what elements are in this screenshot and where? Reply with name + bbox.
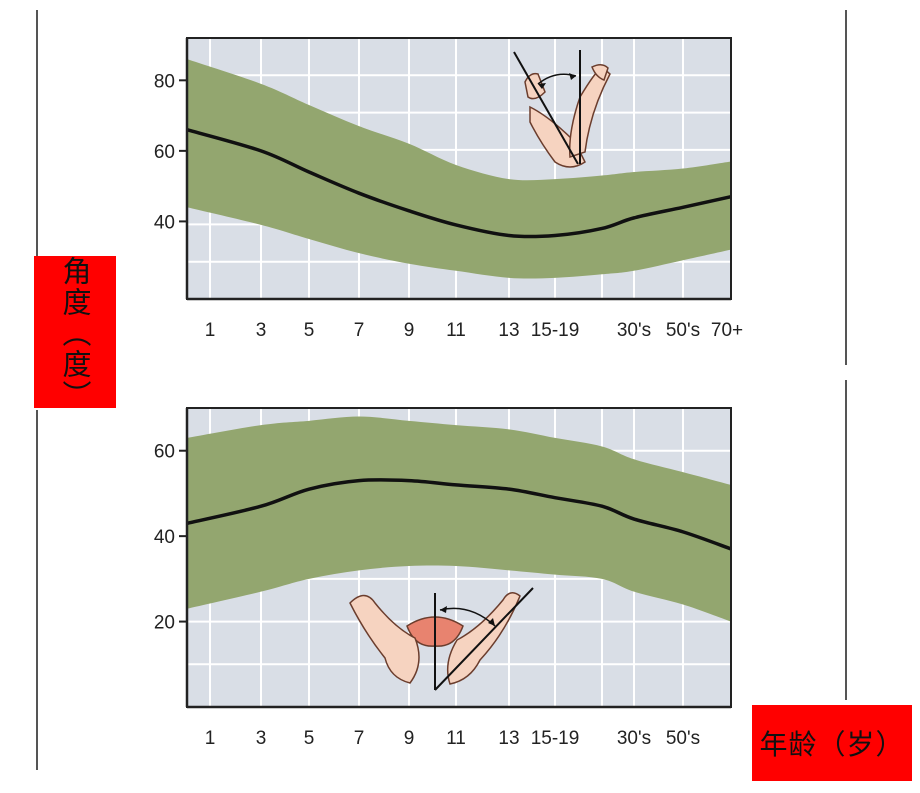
x-axis-label: 年龄（岁） <box>752 705 912 781</box>
mean-line <box>186 478 732 551</box>
x-tick-label: 50's <box>666 320 700 341</box>
plot-frame <box>186 37 732 300</box>
range-band <box>187 416 731 622</box>
knee-angle-diagram-icon <box>349 587 534 691</box>
left-border-line <box>36 10 38 365</box>
x-tick-label: 30's <box>617 728 651 749</box>
y-tick-label: 20 <box>154 613 175 634</box>
x-tick-label: 11 <box>446 728 466 749</box>
y-tick-label: 80 <box>154 71 175 92</box>
x-tick-label: 1 <box>205 728 216 749</box>
x-tick-label: 9 <box>404 320 415 341</box>
x-tick-label: 50's <box>666 728 700 749</box>
plot-frame <box>186 407 732 708</box>
x-tick-label: 1 <box>205 320 216 341</box>
x-tick-label: 11 <box>446 320 466 341</box>
x-tick-label: 7 <box>354 728 365 749</box>
x-tick-label: 9 <box>404 728 415 749</box>
x-tick-label: 15-19 <box>531 320 580 341</box>
x-tick-label: 13 <box>498 728 519 749</box>
x-tick-label: 7 <box>354 320 365 341</box>
y-tick-label: 60 <box>154 142 175 163</box>
y-tick-label: 60 <box>154 442 175 463</box>
x-tick-label: 13 <box>498 320 519 341</box>
x-tick-label: 30's <box>617 320 651 341</box>
x-tick-label: 5 <box>304 320 315 341</box>
x-tick-label: 5 <box>304 728 315 749</box>
right-border-line-lower <box>845 380 847 700</box>
left-border-line-lower <box>36 410 38 770</box>
elbow-flexion-diagram-icon <box>513 50 611 168</box>
x-tick-label: 3 <box>256 320 267 341</box>
range-band <box>187 59 731 279</box>
y-tick-label: 40 <box>154 212 175 233</box>
y-axis-label: 角度（度） <box>34 256 116 411</box>
mean-line <box>186 128 732 239</box>
x-tick-label: 3 <box>256 728 267 749</box>
x-tick-label: 70+ <box>711 320 743 341</box>
y-tick-label: 40 <box>154 527 175 548</box>
x-tick-label: 15-19 <box>531 728 580 749</box>
right-border-line <box>845 10 847 365</box>
